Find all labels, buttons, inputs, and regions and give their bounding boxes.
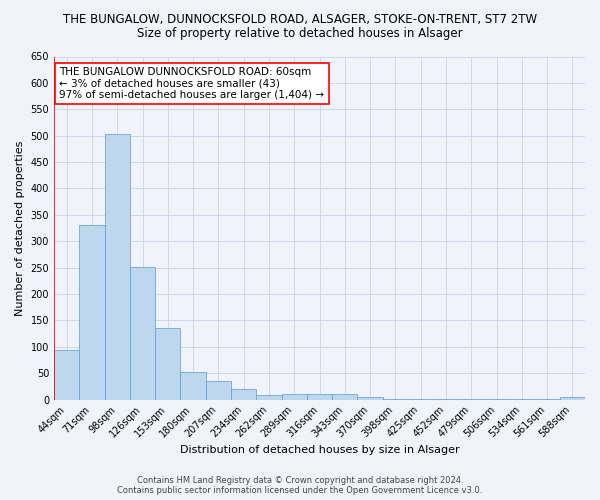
Bar	[281, 394, 307, 400]
Bar	[181, 372, 206, 400]
Bar	[509, 398, 535, 400]
Bar	[332, 394, 358, 400]
Bar	[408, 399, 433, 400]
Bar	[54, 350, 79, 400]
Bar	[458, 399, 484, 400]
Bar	[104, 134, 130, 400]
Text: Size of property relative to detached houses in Alsager: Size of property relative to detached ho…	[137, 28, 463, 40]
X-axis label: Distribution of detached houses by size in Alsager: Distribution of detached houses by size …	[180, 445, 460, 455]
Bar	[560, 397, 585, 400]
Bar	[307, 394, 332, 400]
Bar	[79, 226, 104, 400]
Bar	[535, 399, 560, 400]
Text: Contains HM Land Registry data © Crown copyright and database right 2024.
Contai: Contains HM Land Registry data © Crown c…	[118, 476, 482, 495]
Bar	[256, 396, 281, 400]
Bar	[130, 266, 155, 400]
Bar	[358, 397, 383, 400]
Bar	[231, 389, 256, 400]
Bar	[484, 399, 509, 400]
Bar	[206, 380, 231, 400]
Bar	[383, 398, 408, 400]
Text: THE BUNGALOW, DUNNOCKSFOLD ROAD, ALSAGER, STOKE-ON-TRENT, ST7 2TW: THE BUNGALOW, DUNNOCKSFOLD ROAD, ALSAGER…	[63, 12, 537, 26]
Bar	[155, 328, 181, 400]
Bar	[433, 399, 458, 400]
Text: THE BUNGALOW DUNNOCKSFOLD ROAD: 60sqm
← 3% of detached houses are smaller (43)
9: THE BUNGALOW DUNNOCKSFOLD ROAD: 60sqm ← …	[59, 67, 325, 100]
Y-axis label: Number of detached properties: Number of detached properties	[15, 140, 25, 316]
